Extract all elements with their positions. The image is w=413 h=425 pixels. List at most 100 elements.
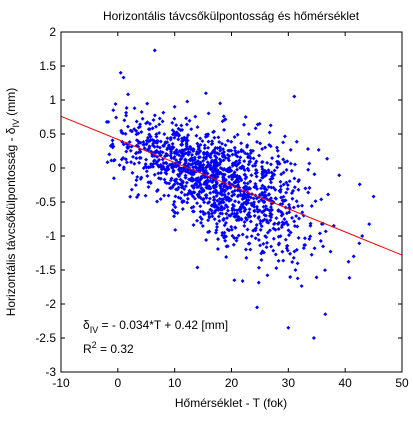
data-point <box>190 152 195 157</box>
data-point <box>132 161 137 166</box>
y-tick-label: -2 <box>45 297 56 311</box>
data-point <box>238 209 243 214</box>
data-point <box>250 148 255 153</box>
data-point <box>144 169 149 174</box>
data-point <box>137 160 142 165</box>
data-point <box>181 154 186 158</box>
data-point <box>119 128 124 133</box>
data-point <box>192 196 197 201</box>
x-tick-label: 20 <box>225 376 239 390</box>
data-point <box>214 175 218 180</box>
data-point <box>179 169 184 174</box>
data-point <box>158 139 163 144</box>
data-point <box>218 148 223 153</box>
data-point <box>173 205 178 210</box>
data-point <box>188 144 193 149</box>
data-point <box>188 158 193 163</box>
data-point <box>195 141 200 146</box>
data-point <box>136 150 141 155</box>
data-point <box>137 155 142 160</box>
data-point <box>278 184 283 189</box>
data-point <box>251 196 256 201</box>
data-point <box>244 175 249 180</box>
data-point <box>201 189 206 194</box>
data-point <box>171 168 176 173</box>
data-point <box>252 209 257 214</box>
data-point <box>259 224 264 229</box>
data-point <box>124 160 129 165</box>
data-point <box>290 196 295 201</box>
data-point <box>182 147 187 152</box>
data-point <box>168 186 173 191</box>
y-tick-label: 2 <box>49 25 56 39</box>
data-point <box>238 192 243 197</box>
data-point <box>220 233 225 238</box>
data-point <box>232 236 237 240</box>
data-point <box>263 194 268 199</box>
data-point <box>129 160 134 165</box>
data-point <box>179 150 184 155</box>
data-point <box>215 198 220 203</box>
data-point <box>232 278 237 283</box>
data-point <box>226 148 231 153</box>
data-point <box>176 137 181 142</box>
data-point <box>246 241 251 246</box>
data-point <box>233 180 238 185</box>
data-point <box>216 135 221 140</box>
data-point <box>185 200 190 205</box>
data-point <box>276 227 281 231</box>
data-point <box>243 215 248 220</box>
data-point <box>128 148 133 153</box>
data-point <box>216 214 221 219</box>
data-point <box>198 204 203 209</box>
data-point <box>111 108 116 113</box>
data-point <box>180 179 185 184</box>
data-point <box>214 193 219 198</box>
data-point <box>170 165 175 170</box>
data-point <box>221 172 226 177</box>
data-point <box>150 143 155 148</box>
data-point <box>168 135 173 140</box>
data-point <box>177 153 182 158</box>
data-point <box>110 138 115 143</box>
y-tick-label: 1 <box>49 93 56 107</box>
data-point <box>165 136 170 141</box>
data-point <box>173 210 178 215</box>
data-point <box>281 170 286 175</box>
data-point <box>152 172 157 177</box>
data-point <box>223 143 228 148</box>
data-point <box>224 211 229 216</box>
data-point <box>162 193 167 198</box>
data-point <box>262 213 267 217</box>
data-point <box>143 193 148 198</box>
data-point <box>255 139 259 144</box>
data-point <box>186 162 191 166</box>
data-point <box>262 217 267 222</box>
data-point <box>211 195 216 200</box>
data-point <box>239 141 244 146</box>
data-point <box>221 114 226 119</box>
data-point <box>214 171 219 176</box>
data-point <box>226 191 231 196</box>
data-point <box>219 158 224 163</box>
data-point <box>284 180 289 185</box>
data-point <box>184 142 189 147</box>
data-point <box>225 186 230 191</box>
data-point <box>235 132 240 137</box>
data-point <box>245 143 250 148</box>
data-point <box>243 247 248 252</box>
data-point <box>288 251 293 256</box>
data-point <box>229 227 234 232</box>
data-point <box>180 199 185 204</box>
data-point <box>257 153 262 158</box>
data-point <box>218 101 223 106</box>
data-point <box>170 120 175 125</box>
data-point <box>205 160 210 165</box>
data-point <box>162 132 167 137</box>
data-point <box>196 155 201 160</box>
data-point <box>196 184 201 189</box>
data-point <box>275 148 280 153</box>
data-point <box>207 215 212 220</box>
y-axis-label-main: Horizontális távcsőkülpontosság - δ <box>4 127 18 316</box>
